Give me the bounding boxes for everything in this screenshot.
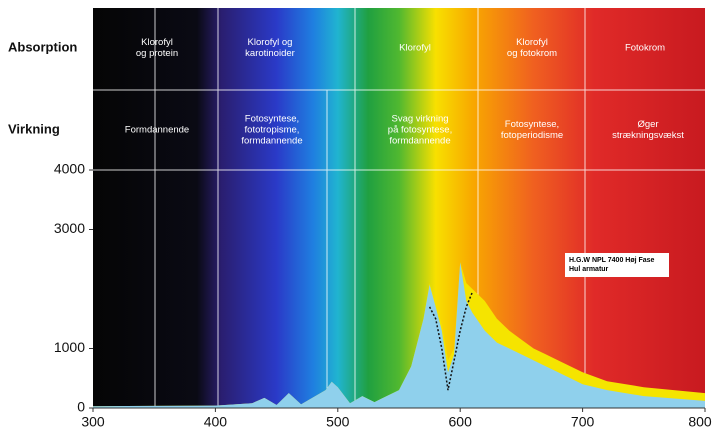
x-tick-label: 500 (326, 414, 350, 430)
x-tick-label: 600 (449, 414, 473, 430)
row-cell-text: Klorofyl (141, 37, 173, 48)
row-cell-text: på fotosyntese, (388, 125, 452, 136)
row-cell-text: Formdannende (125, 125, 189, 136)
row-cell-text: Klorofyl og (248, 37, 293, 48)
y-tick-label: 4000 (54, 161, 85, 177)
row-cell-text: Fotosyntese, (245, 114, 299, 125)
y-tick-label: 3000 (54, 220, 85, 236)
row-cell-text: Svag virkning (391, 114, 448, 125)
row-cell-text: formdannende (241, 136, 302, 147)
x-tick-label: 400 (204, 414, 228, 430)
row-cell-text: strækningsvækst (612, 130, 684, 141)
legend: H.G.W NPL 7400 Høj Fase Hul armatur (565, 253, 669, 277)
row-cell-text: Fotosyntese, (505, 119, 559, 130)
x-tick-label: 800 (688, 414, 712, 430)
row-cell-text: Klorofyl (516, 37, 548, 48)
x-tick-label: 300 (81, 414, 105, 430)
row-label: Absorption (8, 39, 77, 54)
x-tick-label: 700 (571, 414, 595, 430)
page: AbsorptionKlorofylog proteinKlorofyl ogk… (0, 0, 715, 445)
spectrum-background (93, 8, 705, 408)
row-cell-text: Fotokrom (625, 43, 665, 54)
chart: AbsorptionKlorofylog proteinKlorofyl ogk… (0, 0, 715, 445)
row-cell-text: Klorofyl (399, 43, 431, 54)
y-tick-label: 1000 (54, 339, 85, 355)
y-tick-label: 0 (77, 399, 85, 415)
row-cell-text: og protein (136, 48, 178, 59)
row-cell-text: formdannende (389, 136, 450, 147)
row-cell-text: fototropisme, (245, 125, 300, 136)
row-cell-text: karotinoider (245, 48, 295, 59)
row-cell-text: og fotokrom (507, 48, 557, 59)
row-cell-text: fotoperiodisme (501, 130, 563, 141)
row-cell-text: Øger (637, 119, 658, 130)
row-label: Virkning (8, 121, 60, 136)
